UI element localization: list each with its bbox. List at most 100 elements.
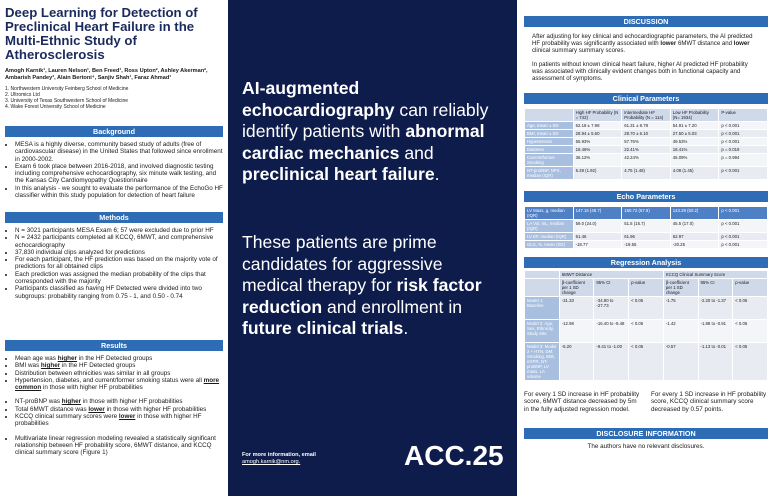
text-run: Participants classified as having HF Det…	[15, 285, 202, 300]
contact-email[interactable]: amogh.karnik@nm.org.	[242, 459, 301, 465]
header-cell: β-coefficient per 1 SD change	[558, 278, 595, 297]
bullet-list: Mean age was higher in the HF Detected g…	[5, 355, 223, 457]
text-run: These patients are prime candidates for …	[242, 232, 443, 295]
emphasis: risk factor reduction	[242, 275, 482, 317]
text-run: Each prediction was assigned the median …	[15, 270, 206, 286]
table-row: Hypertension 55.93% 57.76% 49.53% p < 0.001	[524, 137, 768, 146]
text-run: Hypertension, diabetes, and current/form…	[15, 376, 204, 384]
table-cell: 55.93%	[572, 137, 623, 146]
table-cell: Model 3: Model 2 + HTN, DM, Smoking, BMI…	[524, 342, 560, 381]
table-cell: Hypertension	[524, 137, 574, 146]
authors: Amogh Karnik¹, Lauren Nelson¹, Ben Freed…	[5, 68, 208, 81]
table-cell: LV EF, median (IQR)	[524, 232, 574, 241]
bullet: KCCQ clinical summary scores were lower …	[15, 413, 223, 428]
text-run: KCCQ clinical summary scores were	[15, 413, 119, 421]
section: Methods N = 3021 participants MESA Exam 6…	[5, 212, 223, 307]
section: Results Mean age was higher in the HF Det…	[5, 340, 223, 464]
emphasis: more common	[15, 376, 220, 392]
bullet: Each prediction was assigned the median …	[15, 271, 223, 286]
contact: For more information, email amogh.karnik…	[242, 452, 316, 466]
bullet: Participants classified as having HF Det…	[15, 285, 223, 300]
data-table: LV Mass, g, median (IQR) 147.16 (48.7) 150…	[524, 206, 768, 249]
table-row: BMI, mean ± SD 28.94 ± 5.60 28.70 ± 6.10 27…	[524, 129, 768, 138]
table-row: Model 2: Age, Sex, Ethnicity, Study Site…	[524, 319, 768, 343]
table-cell: 150.72 (67.8)	[621, 206, 671, 220]
text-run: in the HF Detected groups	[76, 355, 153, 362]
bullet-list: N = 3021 participants MESA Exam 6; 57 we…	[5, 227, 223, 300]
table-cell: p < 0.001	[718, 232, 768, 241]
table-cell: Model 1: Baseline	[524, 296, 560, 320]
table-cell: 147.16 (48.7)	[572, 206, 623, 220]
table-cell: 28.94 ± 5.60	[572, 129, 623, 138]
table-cell: p = 0.994	[718, 153, 768, 167]
table-cell: 61.96	[621, 232, 671, 241]
text-run: can reliably identify patients with	[242, 99, 489, 142]
table-cell: 62.18 ± 7.98	[572, 121, 623, 130]
affiliations: 1. Northwestern University Feinberg Scho…	[5, 86, 223, 110]
table-cell: Age, mean ± SD	[524, 121, 574, 130]
table-cell: 18.46%	[572, 145, 623, 154]
table-cell: NT-proBNP, NPX, median (IQR)	[524, 166, 574, 180]
table-cell: 61.31 ± 8.78	[621, 121, 671, 130]
header-cell	[524, 108, 574, 122]
emphasis: AI-augmented echocardiography	[242, 78, 395, 120]
text-run: In patients without known clinical heart…	[532, 60, 748, 83]
bullet: 37,830 individual clips analyzed for pre…	[15, 249, 223, 256]
table-cell: -1.13 to -0.01	[697, 342, 734, 381]
logo: ACC.25	[404, 440, 504, 471]
note: For every 1 SD increase in HF probabilit…	[524, 391, 640, 413]
section-heading: Regression Analysis	[524, 257, 768, 268]
emphasis: lower	[733, 40, 750, 48]
table-cell: p < 0.001	[718, 166, 768, 180]
table-row: Current/former Smoking 36.12% 42.24% 45.09%…	[524, 153, 768, 167]
table-cell: -1.75	[662, 296, 699, 320]
text-run: and enrollment in	[322, 296, 463, 317]
table-row: Age, mean ± SD 62.18 ± 7.98 61.31 ± 8.78 54…	[524, 121, 768, 130]
text-run: In this analysis - we sought to evaluate…	[15, 184, 223, 200]
table-cell: 61.46	[572, 232, 623, 241]
emphasis: preclinical heart failure	[242, 164, 435, 184]
table-cell: < 0.05	[732, 319, 768, 343]
table-cell: p < 0.001	[718, 240, 768, 249]
bullet-list: MESA is a highly diverse, community base…	[5, 141, 223, 199]
header-row: High HF Probability (N = 742) Intermediat…	[524, 108, 768, 122]
table-cell: 143.29 (50.2)	[669, 206, 720, 220]
table-cell: -31.33	[558, 296, 595, 320]
table-row: NT-proBNP, NPX, median (IQR) 5.39 (1.92) 4…	[524, 166, 768, 180]
table-row: Model 1: Baseline -31.33 -34.90 to -27.73 <…	[524, 296, 768, 320]
table-cell: 57.76%	[621, 137, 671, 146]
key-message: AI-augmented echocardiography can reliab…	[242, 78, 504, 186]
header-cell: Low HF Probability (N= 1934)	[669, 108, 720, 122]
note: For every 1 SD increase in HF probabilit…	[651, 391, 767, 413]
table-cell: < 0.05	[628, 296, 664, 320]
text-run: For each participant, the HF prediction …	[15, 256, 218, 271]
header-cell: Intermediate HF Probability (N = 114)	[621, 108, 671, 122]
group-header: KCCQ Clinical Summary Score	[662, 270, 769, 279]
table-row: Diabetes 18.46% 22.41% 18.41% p = 0.019	[524, 145, 768, 154]
table-cell: -9.41 to -1.00	[593, 342, 630, 381]
table-cell: < 0.05	[628, 319, 664, 343]
section-heading: Background	[5, 126, 223, 137]
header-cell: 95% CI	[593, 278, 630, 297]
table-cell: 28.70 ± 6.10	[621, 129, 671, 138]
bullet: Exam 6 took place between 2016-2018, and…	[15, 163, 223, 185]
bullet: Distribution between ethnicities was sim…	[15, 370, 223, 377]
table-cell: 5.39 (1.92)	[572, 166, 623, 180]
affiliation: 3. University of Texas Southwestern Scho…	[5, 98, 129, 104]
text-run: Total 6MWT distance was	[15, 405, 89, 413]
table-row: LV EF, median (IQR) 61.46 61.96 62.97 p < 0.…	[524, 232, 768, 241]
text-run: Multivariate linear regression modeling …	[15, 434, 216, 457]
table-cell: Diabetes	[524, 145, 574, 154]
data-table: High HF Probability (N = 742) Intermediat…	[524, 108, 768, 180]
section: Background MESA is a highly diverse, comm…	[5, 126, 223, 206]
bullet: Hypertension, diabetes, and current/form…	[15, 377, 223, 392]
text-run: MESA is a highly diverse, community base…	[15, 141, 223, 163]
regression-analysis: Regression Analysis 6MWT Distance KCCQ Cli…	[524, 257, 769, 413]
table-cell: 27.50 ± 5.03	[669, 129, 720, 138]
table-cell: p = 0.019	[718, 145, 768, 154]
table-cell: -18.77	[572, 240, 623, 249]
bullet: Multivariate linear regression modeling …	[15, 435, 223, 457]
header-cell: β-coefficient per 1 SD change	[662, 278, 699, 297]
bullet: NT-proBNP was higher in those with highe…	[15, 398, 223, 405]
discussion: DISCUSSION After adjusting for key clinic…	[524, 16, 768, 82]
